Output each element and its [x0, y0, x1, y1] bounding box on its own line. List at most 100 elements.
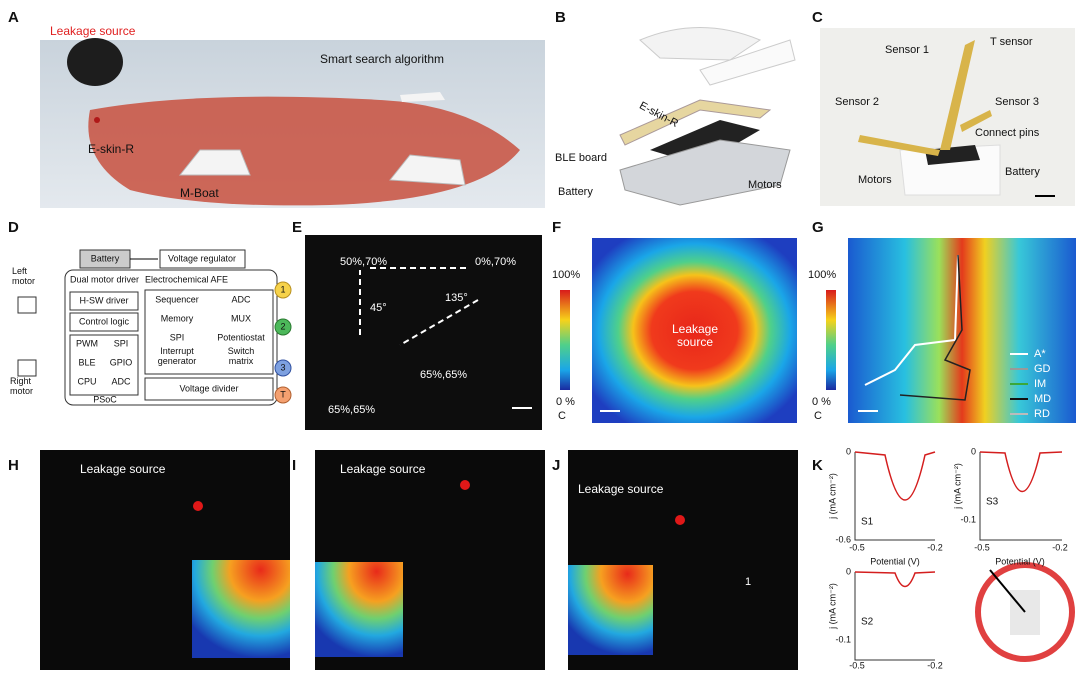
panel-letter: I: [292, 457, 296, 474]
label: BLE board: [555, 152, 607, 164]
label: Battery: [558, 186, 593, 198]
label: Connect pins: [975, 127, 1040, 139]
label: Motors: [858, 174, 892, 186]
photos-hij: [40, 450, 798, 670]
label: 0: [846, 446, 851, 456]
label: Sensor 3: [995, 96, 1039, 108]
label: 50%,70%: [340, 256, 387, 268]
label: -0.1: [835, 634, 851, 644]
label: -0.6: [835, 534, 851, 544]
label: 0: [846, 566, 851, 576]
panel-letter: F: [552, 219, 561, 236]
panel-letter: D: [8, 219, 19, 236]
label: MUX: [231, 313, 251, 323]
label: Leakage source: [80, 462, 166, 476]
label: M-Boat: [180, 186, 219, 200]
label: Voltage regulator: [168, 253, 236, 263]
label: SPI: [170, 332, 185, 342]
label: Battery: [1005, 166, 1040, 178]
label: PSoC: [93, 394, 117, 404]
legend-entry: A*: [1034, 348, 1046, 360]
label: C: [814, 410, 822, 422]
panel-letter: H: [8, 457, 19, 474]
label: Battery: [91, 253, 120, 263]
label: 100%: [552, 269, 580, 281]
label: ADC: [231, 294, 251, 304]
label: Sensor 1: [885, 44, 929, 56]
label: Voltage divider: [179, 383, 238, 393]
label: T: [280, 389, 286, 399]
legend-entry: GD: [1034, 363, 1051, 375]
label: H-SW driver: [80, 295, 129, 305]
panel-letter: G: [812, 219, 824, 236]
label: 45°: [370, 302, 387, 314]
photo-e: [305, 235, 542, 430]
label: PWM: [76, 338, 98, 348]
label: T sensor: [990, 36, 1033, 48]
panel-letter: E: [292, 219, 302, 236]
heatmap-f: [560, 238, 797, 423]
label: -0.1: [960, 514, 976, 524]
label: j (mA cm⁻²): [952, 463, 962, 510]
label: Leakage source: [578, 482, 664, 496]
label: Right motor: [10, 376, 33, 396]
label: -0.5: [849, 660, 865, 670]
label: -0.5: [974, 542, 990, 552]
label: -0.2: [1052, 542, 1068, 552]
label: Memory: [161, 313, 194, 323]
label: 2: [280, 321, 285, 331]
label: Motors: [748, 179, 782, 191]
label: j (mA cm⁻²): [827, 583, 837, 630]
label: 65%,65%: [328, 404, 375, 416]
label: Leakage source: [50, 24, 136, 38]
label: Potentiostat: [217, 332, 265, 342]
label: Left motor: [12, 266, 35, 286]
panel-letter: J: [552, 457, 560, 474]
panel-letter: C: [812, 9, 823, 26]
voltammograms: [854, 451, 1075, 662]
panel-letter: B: [555, 9, 566, 26]
label: Smart search algorithm: [320, 52, 444, 66]
label: 0 %: [812, 396, 831, 408]
photo-c: [820, 28, 1075, 206]
label: ADC: [111, 376, 131, 386]
label: 1: [280, 284, 285, 294]
label: Control logic: [79, 316, 130, 326]
label: 65%,65%: [420, 369, 467, 381]
label: -0.2: [927, 660, 943, 670]
plot-name: S2: [861, 617, 874, 628]
heatmap-g: [826, 238, 1076, 423]
label: Leakage source: [672, 322, 718, 349]
label: -0.5: [849, 542, 865, 552]
label: 100%: [808, 269, 836, 281]
label: Potential (V): [870, 556, 920, 566]
legend-entry: MD: [1034, 393, 1051, 405]
label: 3: [280, 362, 285, 372]
label: Sensor 2: [835, 96, 879, 108]
scene-a: [40, 38, 545, 208]
label: E-skin-R: [88, 142, 134, 156]
label: GPIO: [110, 357, 133, 367]
label: SPI: [114, 338, 129, 348]
label: BLE: [78, 357, 95, 367]
label: 135°: [445, 292, 468, 304]
label: CPU: [77, 376, 96, 386]
label: 1: [745, 576, 751, 588]
plot-name: S3: [986, 497, 999, 508]
label: Switch matrix: [228, 346, 255, 366]
block-diagram: [17, 249, 292, 406]
panel-letter: A: [8, 9, 19, 26]
plot-name: S1: [861, 517, 874, 528]
label: 0: [971, 446, 976, 456]
exploded-view: [619, 27, 796, 206]
panel-letter: K: [812, 457, 823, 474]
label: Potential (V): [995, 556, 1045, 566]
label: 0 %: [556, 396, 575, 408]
label: 0%,70%: [475, 256, 516, 268]
legend-entry: IM: [1034, 378, 1046, 390]
label: Sequencer: [155, 294, 199, 304]
label: Electrochemical AFE: [145, 274, 228, 284]
label: -0.2: [927, 542, 943, 552]
